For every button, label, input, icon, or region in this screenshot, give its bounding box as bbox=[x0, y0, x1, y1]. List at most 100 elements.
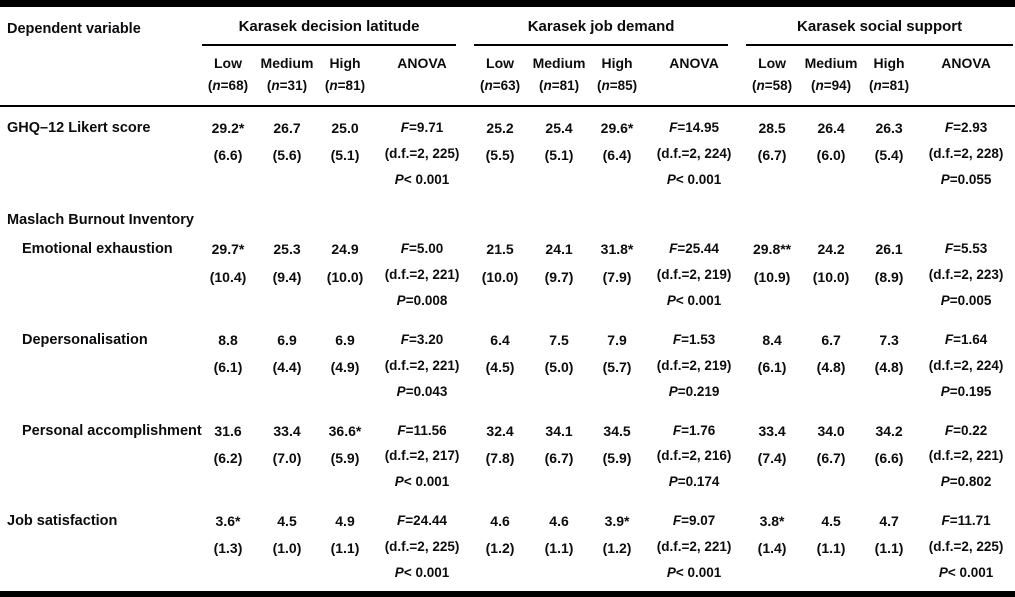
data-cell: 28.5 (6.7) bbox=[744, 106, 800, 198]
f-symbol: F bbox=[944, 422, 954, 438]
mean-value: 29.2* bbox=[211, 120, 245, 136]
data-cell: 7.3 (4.8) bbox=[862, 319, 916, 410]
mean-value: 7.5 bbox=[549, 332, 569, 348]
n-value: =68) bbox=[220, 78, 249, 93]
sd-value: (10.0) bbox=[326, 268, 364, 285]
p-symbol: P bbox=[938, 564, 948, 580]
col-header-jd-low: Low (n=63) bbox=[472, 46, 529, 107]
anova-p: P=0.195 bbox=[916, 383, 1015, 400]
f-symbol: F bbox=[397, 513, 406, 529]
paren: ( bbox=[751, 78, 757, 93]
mean-value: 8.4 bbox=[762, 332, 782, 348]
sd-value: (5.1) bbox=[544, 147, 574, 164]
mean-value: 25.2 bbox=[486, 120, 514, 136]
sd-value: (4.8) bbox=[816, 359, 846, 376]
n-symbol: n bbox=[543, 78, 552, 93]
data-cell: 6.9 (4.9) bbox=[318, 319, 372, 410]
data-cell: 4.7 (1.1) bbox=[862, 500, 916, 594]
data-cell: 3.9* (1.2) bbox=[590, 500, 644, 594]
f-symbol: F bbox=[400, 332, 410, 347]
data-cell: 25.2 (5.5) bbox=[472, 106, 528, 198]
anova-df: (d.f.=2, 219) bbox=[656, 267, 732, 283]
n-symbol: n bbox=[815, 78, 824, 93]
group-title-job-demand: Karasek job demand bbox=[474, 18, 729, 46]
mean-value: 29.6* bbox=[600, 120, 634, 136]
f-value: =3.20 bbox=[409, 332, 444, 347]
col-header-jd-anova: ANOVA bbox=[644, 46, 745, 107]
data-cell: 24.1 (9.7) bbox=[528, 228, 590, 319]
data-cell: 34.2 (6.6) bbox=[862, 410, 916, 501]
col-header-jd-high: High (n=85) bbox=[590, 46, 645, 107]
f-symbol: F bbox=[397, 422, 406, 438]
data-cell: 7.5 (5.0) bbox=[528, 319, 590, 410]
group-title-decision-latitude: Karasek decision latitude bbox=[202, 18, 457, 46]
sd-value: (5.7) bbox=[602, 359, 632, 376]
anova-f: F=1.76 bbox=[644, 422, 744, 439]
group-header-social-support: Karasek social support bbox=[744, 4, 1015, 46]
col-header-ss-anova: ANOVA bbox=[916, 46, 1015, 107]
data-cell: 29.8** (10.9) bbox=[744, 228, 800, 319]
f-value: =0.22 bbox=[953, 422, 988, 438]
anova-f: F=11.56 bbox=[372, 422, 472, 439]
n-value: =85) bbox=[609, 78, 638, 93]
p-symbol: P bbox=[940, 474, 950, 490]
sd-value: (6.7) bbox=[816, 449, 846, 466]
paren: ( bbox=[324, 78, 330, 93]
sd-value: (5.5) bbox=[485, 147, 515, 164]
mean-value: 4.6 bbox=[490, 513, 510, 530]
anova-cell: F=14.95 (d.f.=2, 224) P< 0.001 bbox=[644, 106, 744, 198]
sd-value: (1.0) bbox=[272, 540, 302, 557]
sd-value: (6.4) bbox=[602, 147, 632, 164]
data-cell: 21.5 (10.0) bbox=[472, 228, 528, 319]
f-value: =24.44 bbox=[405, 513, 447, 529]
sd-value: (7.9) bbox=[602, 268, 632, 285]
p-symbol: P bbox=[940, 383, 950, 399]
row-label: Personal accomplishment bbox=[22, 422, 202, 439]
anova-f: F=14.95 bbox=[644, 120, 744, 136]
anova-p: P< 0.001 bbox=[372, 474, 472, 490]
data-cell: 33.4 (7.0) bbox=[256, 410, 318, 501]
group-header-job-demand: Karasek job demand bbox=[472, 4, 744, 46]
sd-value: (9.4) bbox=[272, 268, 302, 285]
table-row-emotional-exhaustion: Emotional exhaustion 29.7* (10.4) 25.3 (9.… bbox=[0, 228, 1015, 319]
data-cell: 33.4 (7.4) bbox=[744, 410, 800, 501]
col-label: ANOVA bbox=[397, 55, 447, 71]
mean-value: 3.8* bbox=[759, 513, 785, 530]
data-cell: 31.6 (6.2) bbox=[200, 410, 256, 501]
sd-value: (10.9) bbox=[753, 268, 791, 285]
table-row-ghq12: GHQ–12 Likert score 29.2* (6.6) 26.7 (5.6)… bbox=[0, 106, 1015, 198]
data-cell: 7.9 (5.7) bbox=[590, 319, 644, 410]
anova-p: P=0.219 bbox=[644, 384, 744, 400]
anova-p: P=0.802 bbox=[916, 474, 1015, 490]
data-cell: 26.7 (5.6) bbox=[256, 106, 318, 198]
sd-value: (8.9) bbox=[874, 268, 904, 285]
p-value: < 0.001 bbox=[675, 564, 722, 580]
p-symbol: P bbox=[940, 293, 950, 309]
p-symbol: P bbox=[394, 171, 404, 187]
data-cell: 6.9 (4.4) bbox=[256, 319, 318, 410]
data-cell: 34.0 (6.7) bbox=[800, 410, 862, 501]
table-row-job-satisfaction: Job satisfaction 3.6* (1.3) 4.5 (1.0) 4.9 (… bbox=[0, 500, 1015, 594]
n-symbol: n bbox=[271, 78, 280, 93]
anova-f: F=3.20 bbox=[372, 332, 472, 348]
mean-value: 34.5 bbox=[603, 422, 631, 439]
n-value: =58) bbox=[764, 78, 793, 93]
f-symbol: F bbox=[672, 422, 682, 438]
p-value: =0.802 bbox=[949, 474, 992, 490]
anova-df: (d.f.=2, 225) bbox=[384, 538, 460, 554]
n-value: =81) bbox=[881, 78, 910, 93]
paren: ( bbox=[479, 78, 485, 93]
col-header-ss-medium: Medium (n=94) bbox=[800, 46, 863, 107]
group-header-decision-latitude: Karasek decision latitude bbox=[200, 4, 472, 46]
sd-value: (5.9) bbox=[602, 449, 632, 466]
f-value: =2.93 bbox=[953, 120, 988, 135]
col-n: (n=63) bbox=[472, 78, 528, 93]
mean-value: 3.6* bbox=[215, 513, 241, 530]
col-header-dl-anova: ANOVA bbox=[372, 46, 473, 107]
f-symbol: F bbox=[944, 332, 954, 347]
anova-cell: F=5.53 (d.f.=2, 223) P=0.005 bbox=[916, 228, 1015, 319]
mean-value: 24.1 bbox=[545, 241, 573, 258]
sd-value: (4.9) bbox=[330, 359, 360, 376]
group-title-social-support: Karasek social support bbox=[746, 18, 1014, 46]
data-cell: 4.5 (1.0) bbox=[256, 500, 318, 594]
